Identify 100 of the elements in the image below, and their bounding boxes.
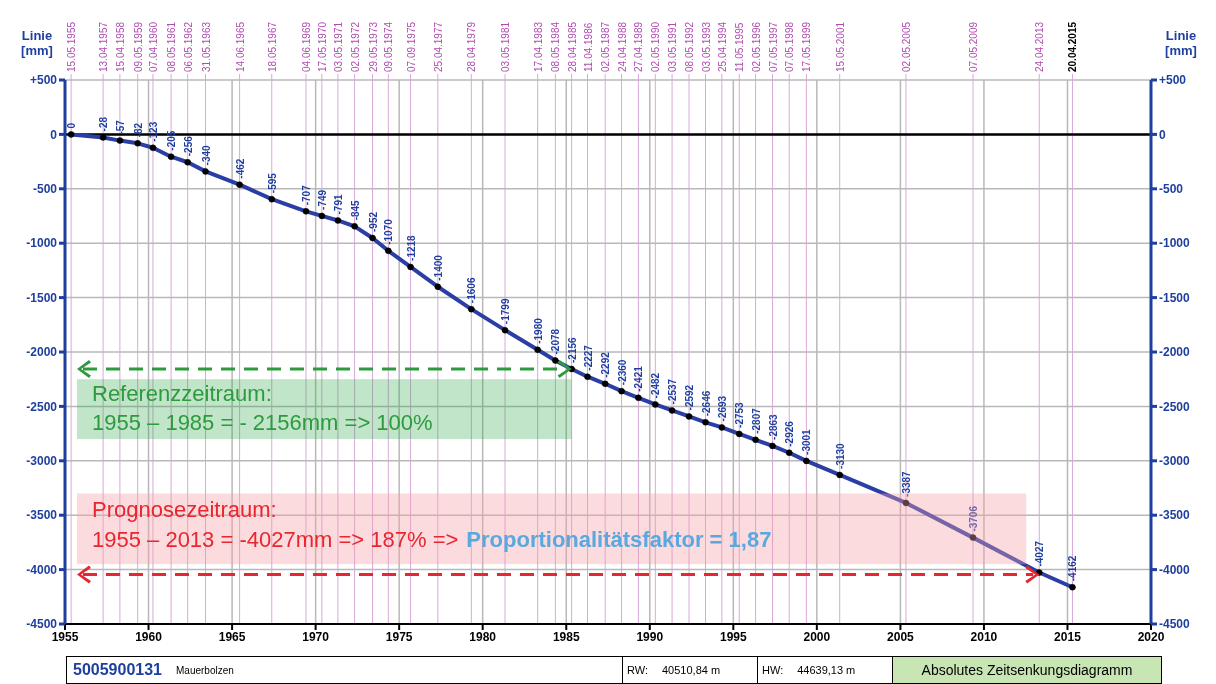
x-tick-label: 2010 (970, 629, 998, 644)
x2-tick-label: 08.05.1992 (684, 21, 696, 72)
x2-tick-label: 20.04.2015 (1067, 21, 1079, 72)
x2-tick-label: 13.04.1957 (98, 21, 110, 72)
text: 5005900131 (73, 661, 162, 679)
x-tick-label: 1980 (469, 629, 497, 644)
x-tick-label: 1965 (218, 629, 246, 644)
y2-tick-label: -3000 (1159, 454, 1191, 469)
data-label: -3001 (801, 428, 813, 455)
x2-tick-label: 08.05.1984 (550, 21, 562, 72)
data-label: -749 (316, 189, 328, 210)
x2-tick-label: 07.05.1997 (767, 21, 779, 72)
x2-tick-label: 31.05.1963 (200, 21, 212, 72)
y2-tick-label: -4500 (1159, 617, 1191, 632)
data-label: -595 (266, 172, 278, 194)
y2-axis-title: Linie [mm] (1164, 28, 1198, 58)
x2-tick-label: 08.05.1961 (166, 21, 178, 72)
y-tick-label: -500 (32, 182, 58, 197)
annotation: 1955 – 2013 = -4027mm => 187% => (92, 526, 459, 552)
data-label: -2421 (633, 365, 645, 392)
x2-tick-label: 11.04.1986 (582, 22, 594, 72)
data-label: -1980 (532, 317, 544, 344)
data-label: -2482 (650, 372, 662, 399)
data-label: -462 (234, 158, 246, 179)
y2-tick-label: -3500 (1159, 508, 1191, 523)
data-label: -3387 (900, 470, 912, 497)
x2-tick-label: 27.04.1989 (633, 21, 645, 72)
data-label: -82 (132, 122, 144, 138)
y-tick-label: -2000 (26, 345, 58, 360)
y2-tick-label: -2500 (1159, 399, 1191, 414)
data-label: -2227 (582, 344, 594, 371)
data-label: -952 (367, 211, 379, 232)
x-tick-label: 2015 (1054, 629, 1082, 644)
data-label: -2926 (784, 420, 796, 447)
data-label: -57 (114, 119, 126, 135)
data-label: -2863 (767, 413, 779, 440)
text: 40510,84 m (662, 664, 721, 676)
x2-tick-label: 28.04.1985 (566, 21, 578, 72)
y-tick-label: -1000 (26, 236, 58, 251)
y-tick-label: -3000 (26, 454, 58, 469)
annotation: Prognosezeitraum: (92, 497, 277, 523)
data-label: -4162 (1067, 555, 1079, 582)
x2-tick-label: 03.05.1991 (667, 21, 679, 72)
data-label: -2078 (550, 328, 562, 355)
data-label: -1799 (500, 298, 512, 325)
x-tick-label: 2005 (887, 629, 915, 644)
x-tick-label: 1960 (135, 629, 163, 644)
y-tick-label: -1500 (26, 290, 58, 305)
data-label: 0 (66, 122, 78, 129)
x-tick-label: 1985 (552, 629, 580, 644)
data-label: -2807 (750, 407, 762, 434)
data-label: -2592 (684, 384, 696, 411)
data-label: -1606 (466, 277, 478, 304)
x2-tick-label: 15.05.2001 (834, 21, 846, 72)
annotation: 1955 – 1985 = - 2156mm => 100% (92, 410, 433, 436)
x2-tick-label: 18.05.1967 (266, 21, 278, 72)
x2-tick-label: 07.04.1960 (147, 21, 159, 72)
x2-tick-label: 07.05.1998 (784, 21, 796, 72)
text: Mauerbolzen (175, 664, 234, 676)
data-label: -2753 (734, 401, 746, 428)
x2-tick-label: 02.05.1990 (650, 21, 662, 72)
x2-tick-label: 02.05.1996 (750, 21, 762, 72)
text: 44639,13 m (797, 664, 856, 676)
x2-tick-label: 17.04.1983 (532, 21, 544, 72)
data-label: -205 (166, 130, 178, 151)
x-tick-label: 2020 (1137, 629, 1165, 644)
data-label: -707 (300, 184, 312, 206)
y-tick-label: 0 (50, 127, 58, 142)
x-tick-label: 1955 (51, 629, 79, 644)
data-label: -2292 (600, 351, 612, 378)
y-tick-label: -3500 (26, 508, 58, 523)
data-label: -2360 (616, 359, 628, 386)
y2-tick-label: -1500 (1159, 290, 1191, 305)
x-tick-label: 1975 (385, 629, 413, 644)
y-tick-label: +500 (29, 73, 58, 88)
y2-tick-label: -1000 (1159, 236, 1191, 251)
text: HW: (762, 664, 784, 676)
annotation: Proportionalitätsfaktor = 1,87 (466, 526, 772, 552)
y-tick-label: -4000 (26, 562, 58, 577)
data-label: -2646 (700, 390, 712, 417)
y2-tick-label: +500 (1159, 73, 1187, 88)
x2-tick-label: 02.05.2005 (900, 21, 912, 72)
data-label: -28 (98, 116, 110, 132)
y-tick-label: -4500 (26, 617, 58, 632)
x2-tick-label: 03.05.1971 (332, 21, 344, 72)
data-label: -2537 (667, 378, 679, 405)
x-tick-label: 1970 (302, 629, 330, 644)
data-label: -1400 (432, 254, 444, 281)
data-label: -845 (349, 199, 361, 221)
x2-tick-label: 25.04.1977 (432, 21, 444, 72)
data-label: -1070 (383, 218, 395, 245)
x2-tick-label: 15.04.1958 (114, 21, 126, 72)
x2-tick-label: 11.05.1995 (734, 22, 746, 72)
x2-tick-label: 09.05.1974 (383, 21, 395, 72)
x2-tick-label: 09.05.1959 (132, 21, 144, 72)
y-axis-title: Linie [mm] (20, 28, 54, 58)
annotation: Referenzzeitraum: (92, 380, 272, 406)
x-tick-label: 2000 (803, 629, 831, 644)
text: RW: (627, 664, 648, 676)
x2-tick-label: 28.04.1979 (466, 21, 478, 72)
